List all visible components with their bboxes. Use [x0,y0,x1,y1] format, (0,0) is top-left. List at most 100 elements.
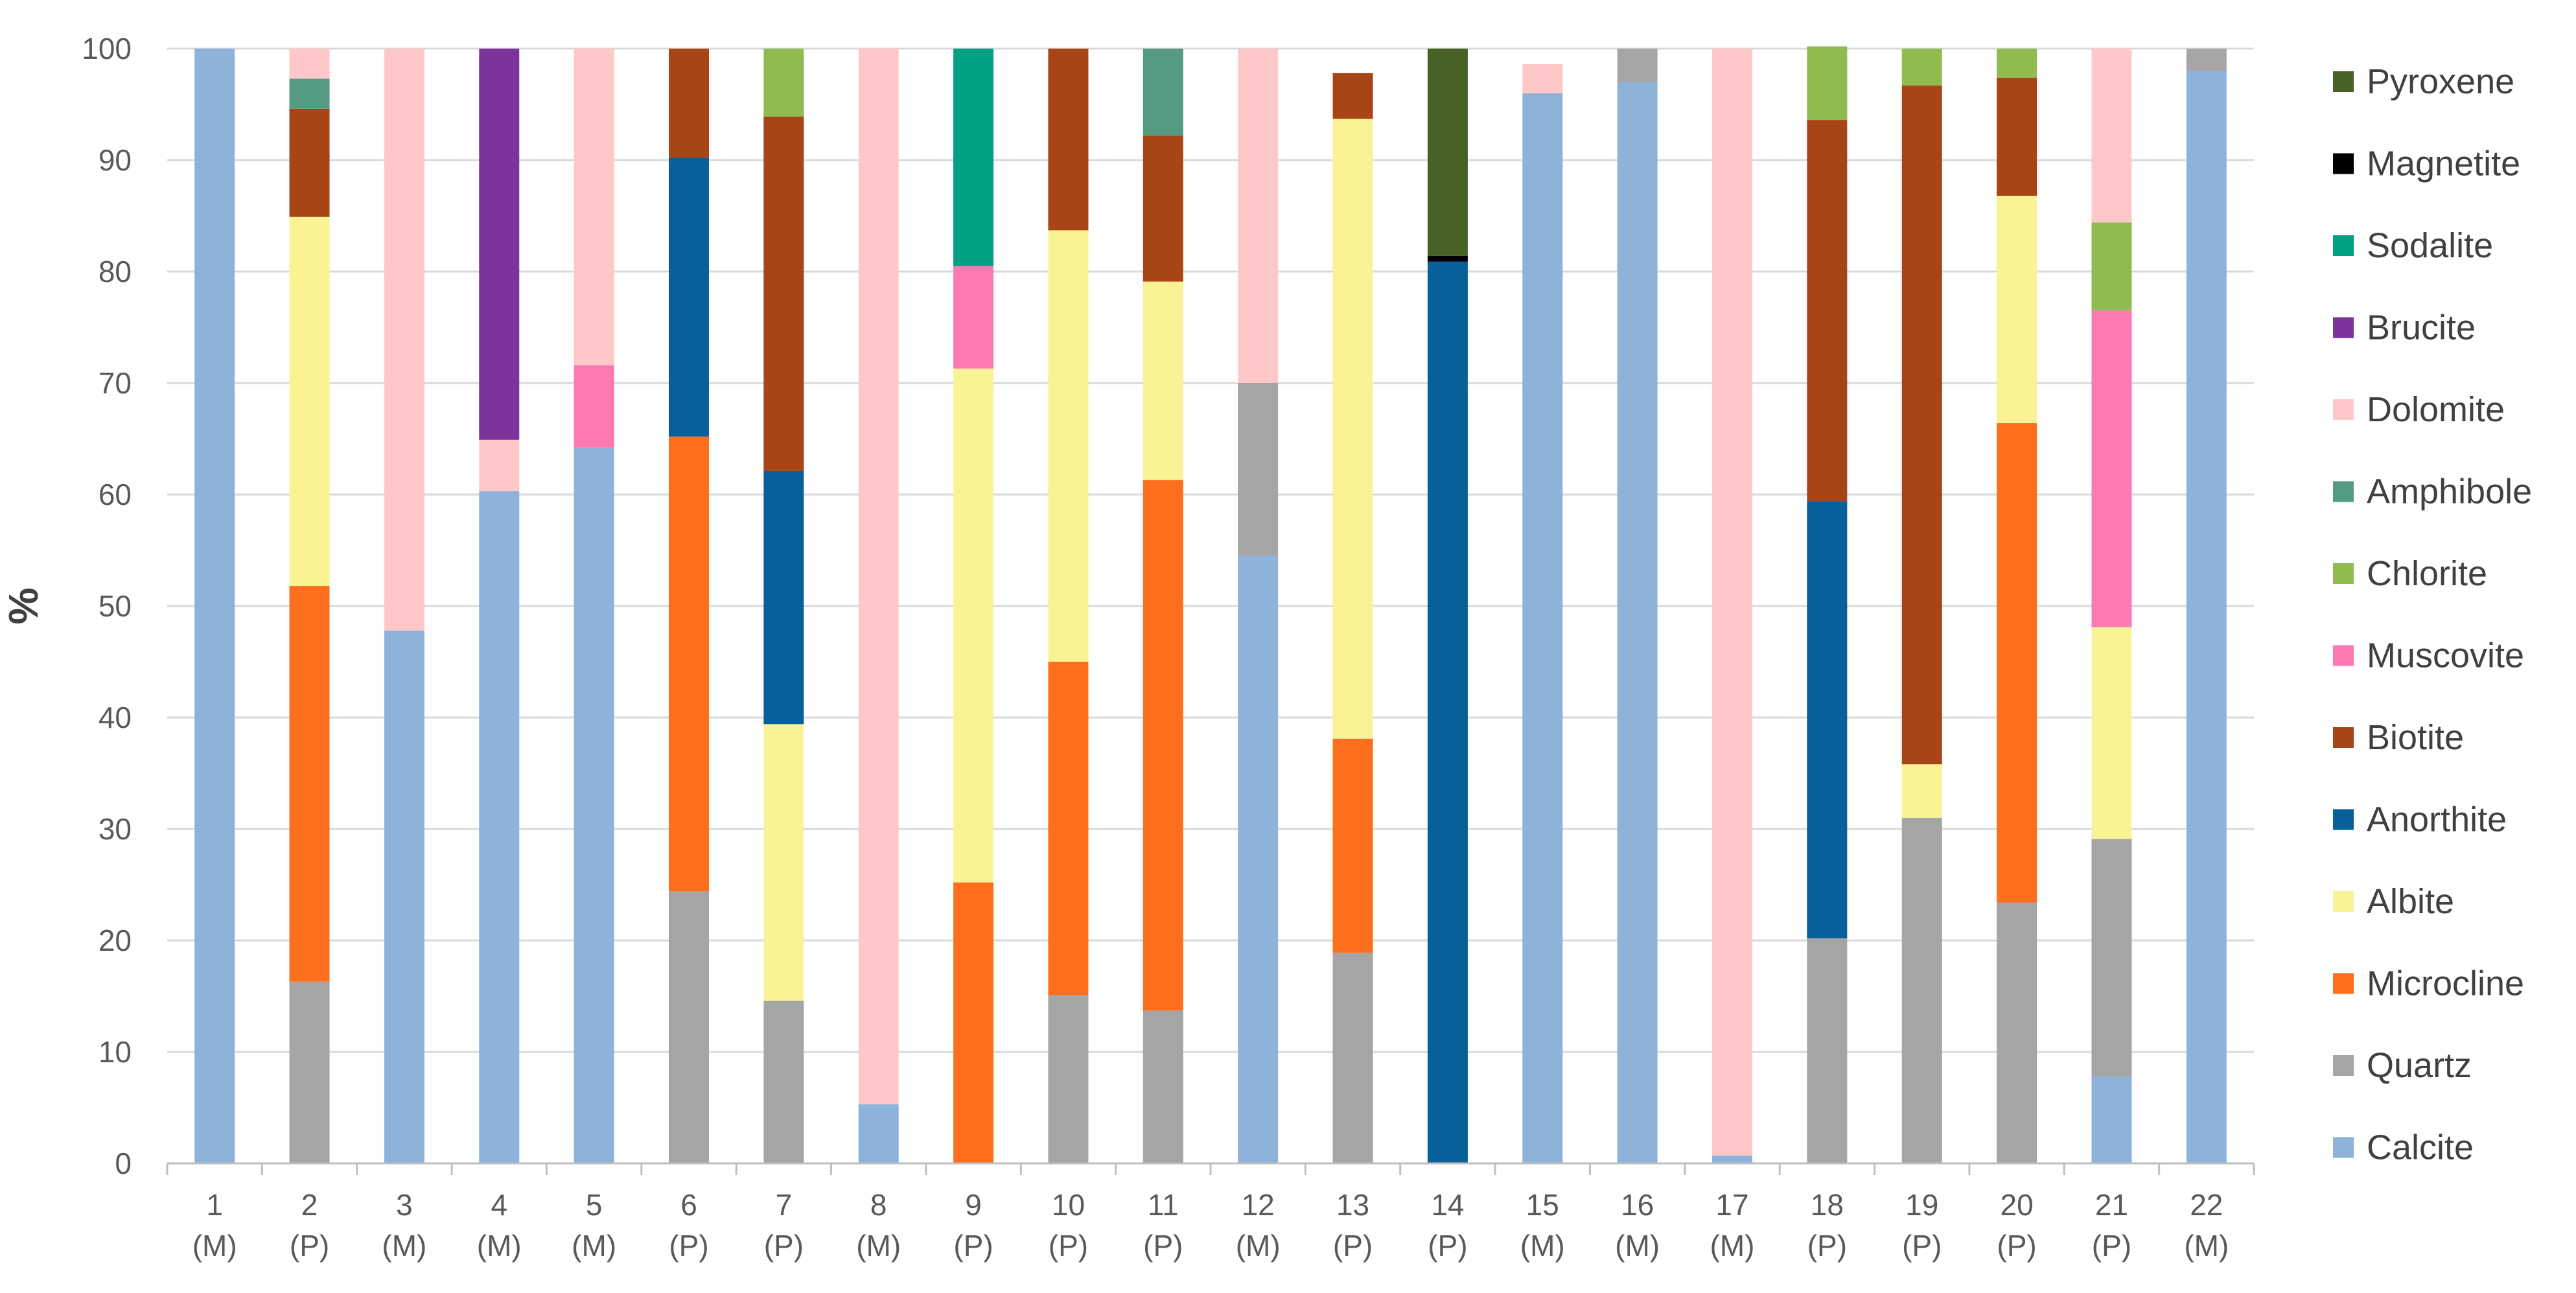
x-tick-label-type: (M) [2184,1229,2229,1263]
x-tick-label-type: (P) [1143,1229,1183,1263]
legend-swatch-pyroxene [2333,71,2354,92]
bar-segment-quartz-22 [2186,49,2227,71]
x-tick-label-type: (P) [953,1229,993,1263]
x-tick-label-number: 21 [2095,1188,2128,1222]
x-tick-label-type: (M) [856,1229,901,1263]
legend-label-pyroxene: Pyroxene [2367,62,2514,101]
x-axis-ticks: 1 (M) 2 (P) 3 (M) 4 (M) 5 (M) 6 (P) 7 (P) 8 (M) 9 (P) 10 (P… [192,1188,2229,1263]
bar-segment-albite-10 [1048,230,1089,662]
bar-segment-quartz-21 [2091,839,2132,1077]
bar-segment-dolomite-3 [384,49,424,631]
x-tick-label-number: 22 [2190,1188,2223,1222]
bar-segment-dolomite-2 [289,49,330,79]
x-tick-label-type: (M) [382,1229,426,1263]
y-tick-label: 100 [82,32,132,65]
x-tick-label-number: 10 [1052,1188,1085,1222]
bar-segment-calcite-12 [1238,555,1279,1163]
bar-segment-muscovite-5 [574,365,614,448]
legend-swatch-quartz [2333,1055,2354,1076]
x-tick-label-type: (P) [669,1229,708,1263]
legend-label-amphibole: Amphibole [2367,472,2532,511]
x-tick-label-type: (P) [290,1229,329,1263]
x-tick-label-type: (P) [1049,1229,1088,1263]
legend-label-brucite: Brucite [2367,309,2476,347]
bar-segment-magnetite-14 [1427,255,1468,262]
bar-segment-biotite-18 [1807,120,1848,502]
legend-swatch-muscovite [2333,645,2354,666]
x-tick-label-number: 1 [206,1188,223,1222]
bar-segment-biotite-6 [669,49,709,158]
bar-segment-chlorite-7 [763,49,804,117]
bar-segment-albite-19 [1901,764,1942,818]
bar-segment-calcite-22 [2186,71,2227,1163]
bar-segment-calcite-1 [194,49,235,1163]
legend-swatch-albite [2333,891,2354,912]
bar-segment-microcline-10 [1048,662,1089,996]
x-tick-label-number: 8 [870,1188,887,1222]
x-tick-label-type: (M) [1615,1229,1660,1263]
legend-label-biotite: Biotite [2367,718,2464,757]
legend-label-calcite: Calcite [2367,1128,2474,1167]
x-tick-label-number: 19 [1905,1188,1938,1222]
legend-label-anorthite: Anorthite [2367,800,2507,839]
bar-segment-anorthite-6 [669,157,709,437]
x-tick-label-type: (M) [572,1229,616,1263]
bar-segment-quartz-16 [1617,49,1658,82]
x-tick-label-number: 16 [1621,1188,1654,1222]
bar-segment-microcline-11 [1143,480,1183,1011]
bar-segment-dolomite-5 [574,49,614,366]
legend-swatch-magnetite [2333,153,2354,174]
x-tick-label-number: 13 [1336,1188,1369,1222]
bar-segment-biotite-13 [1332,73,1373,119]
legend-swatch-calcite [2333,1137,2354,1158]
bar-segment-chlorite-20 [1997,49,2037,78]
bar-segment-dolomite-15 [1522,64,1563,93]
x-tick-label-type: (M) [477,1229,522,1263]
bar-segment-albite-20 [1997,196,2037,423]
bar-segment-chlorite-21 [2091,222,2132,311]
x-tick-label-type: (P) [764,1229,804,1263]
x-tick-label-type: (M) [192,1229,237,1263]
bar-segment-dolomite-17 [1712,49,1752,1156]
bar-segment-quartz-18 [1807,938,1848,1163]
x-tick-label-number: 18 [1811,1188,1844,1222]
y-axis-ticks: 0 10 20 30 40 50 60 70 80 90 100 [82,32,132,1180]
bar-segment-calcite-21 [2091,1076,2132,1163]
bar-segment-albite-7 [763,724,804,1001]
x-tick-label-type: (M) [1710,1229,1755,1263]
y-tick-label: 20 [99,924,132,957]
bar-segment-albite-21 [2091,627,2132,839]
legend-label-muscovite: Muscovite [2367,636,2524,675]
bar-segment-albite-13 [1332,119,1373,739]
x-tick-label-number: 6 [680,1188,697,1222]
y-tick-label: 80 [99,255,132,288]
bar-segment-quartz-19 [1901,817,1942,1163]
x-tick-label-number: 3 [396,1188,413,1222]
bar-segment-microcline-13 [1332,738,1373,953]
x-tick-label-number: 2 [301,1188,318,1222]
x-tick-label-number: 17 [1715,1188,1748,1222]
axes [166,1162,2255,1175]
x-tick-label-type: (P) [1333,1229,1373,1263]
legend-label-albite: Albite [2367,882,2454,921]
bar-segment-quartz-10 [1048,995,1089,1163]
bar-segment-microcline-2 [289,586,330,982]
bar-segment-muscovite-21 [2091,310,2132,627]
x-tick-label-type: (M) [1236,1229,1281,1263]
legend-swatch-anorthite [2333,809,2354,830]
x-tick-label-number: 15 [1526,1188,1559,1222]
bar-segment-biotite-20 [1997,77,2037,196]
bar-segment-quartz-12 [1238,383,1279,556]
bar-segment-pyroxene-14 [1427,49,1468,256]
y-tick-label: 60 [99,478,132,511]
bar-segment-biotite-11 [1143,135,1183,282]
bar-segment-quartz-2 [289,981,330,1163]
bar-segment-calcite-5 [574,447,614,1163]
bar-segment-anorthite-14 [1427,261,1468,1163]
x-tick-label-type: (P) [1428,1229,1467,1263]
legend-label-magnetite: Magnetite [2367,145,2520,183]
legend-label-sodalite: Sodalite [2367,226,2493,265]
legend-swatch-brucite [2333,317,2354,338]
